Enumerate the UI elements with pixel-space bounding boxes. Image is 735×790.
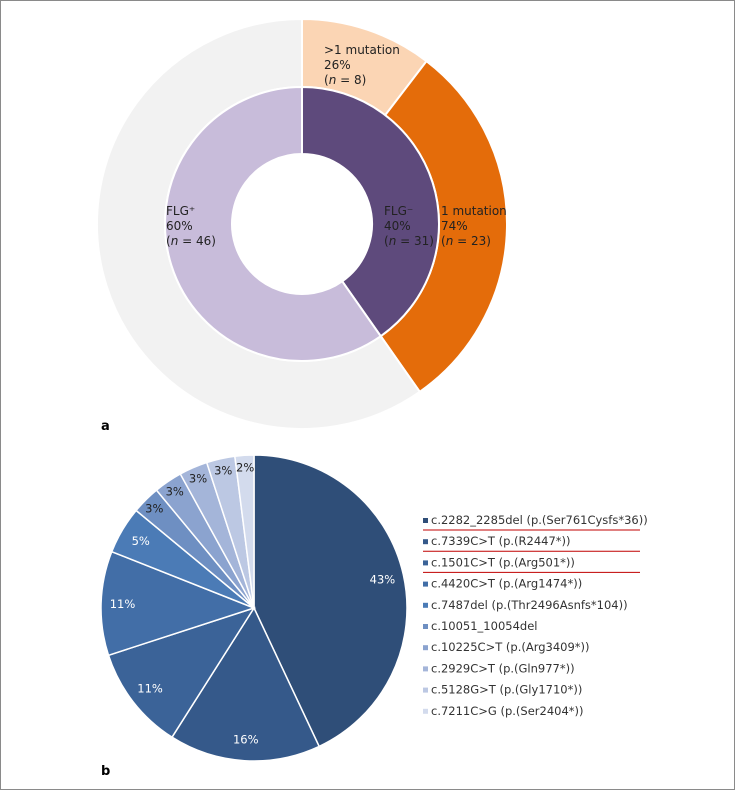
legend-swatch: [423, 518, 428, 523]
legend-label: c.5128G>T (p.(Gly1710*)): [431, 683, 582, 697]
pie-percent-label-5: 5%: [132, 534, 150, 548]
label-flg-minus-count: (n = 31): [384, 234, 434, 248]
label-flg-minus-percent: 40%: [384, 219, 411, 233]
legend-swatch: [423, 602, 428, 608]
label-more-than-one-mutation-title: >1 mutation: [324, 43, 400, 57]
pie-slice-4: [100, 550, 257, 657]
legend-label: c.7211C>G (p.(Ser2404*)): [431, 704, 584, 718]
legend-swatch: [423, 666, 428, 672]
pie-percent-label-6: 3%: [145, 501, 163, 515]
legend-swatch: [423, 645, 428, 651]
legend-label: c.4420C>T (p.(Arg1474*)): [431, 577, 582, 591]
label-more-than-one-mutation-count: (n = 8): [324, 73, 366, 87]
legend-item: c.4420C>T (p.(Arg1474*)): [423, 577, 582, 591]
legend-swatch: [423, 581, 428, 587]
panel-label-a: a: [101, 419, 110, 434]
label-flg-plus: FLG⁺60%(n = 46): [166, 204, 216, 248]
pie-chart: 43%16%11%11%5%3%3%3%3% 2%: [100, 454, 408, 762]
legend-item: c.10051_10054del: [423, 619, 537, 633]
pie-percent-label-10: 2%: [236, 460, 254, 474]
legend-label: c.1501C>T (p.(Arg501*)): [431, 555, 575, 569]
legend-item: c.5128G>T (p.(Gly1710*)): [423, 683, 582, 697]
legend-label: c.7339C>T (p.(R2447*)): [431, 534, 571, 548]
label-one-mutation-count: (n = 23): [441, 234, 491, 248]
pie-slice-1: [253, 454, 408, 748]
pie-percent-label-3: 11%: [137, 682, 163, 696]
panel-label-b: b: [101, 764, 110, 779]
pie-percent-label-8: 3%: [189, 472, 207, 486]
legend-item: c.2282_2285del (p.(Ser761Cysfs*36)): [423, 513, 648, 531]
legend-label: c.2929C>T (p.(Gln977*)): [431, 661, 575, 675]
pie-legend: c.2282_2285del (p.(Ser761Cysfs*36)) c.733…: [423, 513, 648, 718]
pie-slices: [100, 454, 408, 762]
legend-swatch: [423, 539, 428, 545]
legend-item: c.1501C>T (p.(Arg501*)): [423, 555, 640, 573]
pie-slice-10: [233, 454, 255, 609]
legend-label: c.10225C>T (p.(Arg3409*)): [431, 640, 590, 654]
pie-percent-label-4: 11%: [110, 597, 136, 611]
legend-item: c.2929C>T (p.(Gln977*)): [423, 661, 575, 675]
legend-item: c.7339C>T (p.(R2447*)): [423, 534, 640, 552]
label-flg-plus-percent: 60%: [166, 219, 193, 233]
legend-swatch: [423, 624, 428, 629]
label-flg-minus-title: FLG⁻: [384, 204, 413, 218]
label-more-than-one-mutation-percent: 26%: [324, 58, 351, 72]
legend-label: c.2282_2285del (p.(Ser761Cysfs*36)): [431, 513, 648, 527]
inner-ring: [164, 85, 440, 362]
label-one-mutation-percent: 74%: [441, 219, 468, 233]
pie-percent-label-1: 43%: [370, 572, 396, 586]
legend-item: c.7487del (p.(Thr2496Asnfs*104)): [423, 598, 628, 612]
inner-segment-flg: [164, 85, 383, 362]
pie-percent-label-9: 3%: [214, 463, 232, 477]
legend-label: c.10051_10054del: [431, 619, 537, 633]
pie-slice-2: [170, 606, 321, 762]
legend-label: c.7487del (p.(Thr2496Asnfs*104)): [431, 598, 628, 612]
pie-labels: 43%16%11%11%5%3%3%3%3% 2%: [110, 460, 396, 746]
legend-swatch: [423, 687, 428, 693]
legend-swatch: [423, 560, 428, 566]
outer-ring: [96, 17, 508, 430]
label-flg-minus: FLG⁻40%(n = 31): [384, 204, 434, 248]
pie-percent-label-2: 16%: [233, 732, 259, 746]
legend-swatch: [423, 708, 428, 714]
legend-item: c.7211C>G (p.(Ser2404*)): [423, 704, 584, 718]
inner-segment-flg: [301, 85, 440, 338]
label-one-mutation-title: 1 mutation: [441, 204, 507, 218]
label-flg-plus-count: (n = 46): [166, 234, 216, 248]
legend-item: c.10225C>T (p.(Arg3409*)): [423, 640, 590, 654]
pie-percent-label-7: 3%: [166, 484, 184, 498]
label-flg-plus-title: FLG⁺: [166, 204, 195, 218]
pie-slice-3: [107, 606, 256, 739]
